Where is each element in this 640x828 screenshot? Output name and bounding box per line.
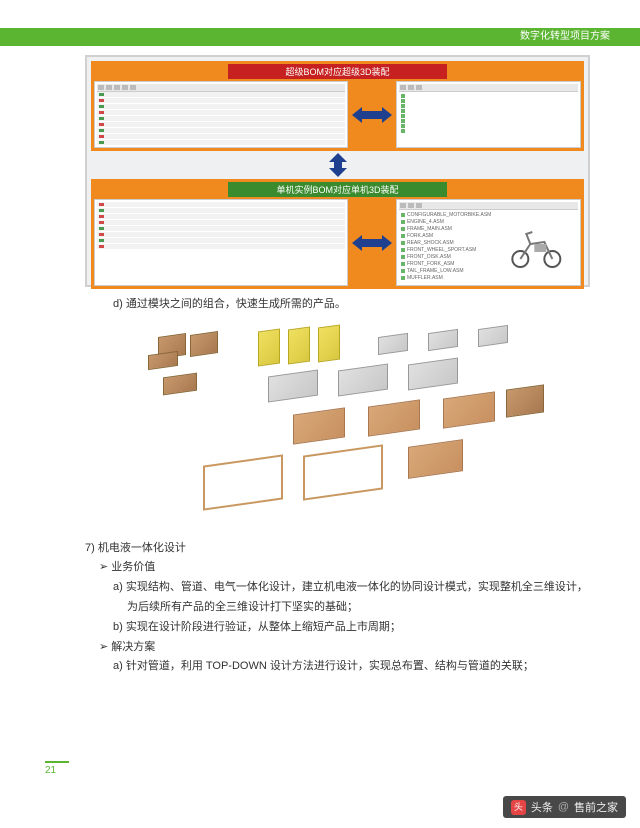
section-7: 7) 机电液一体化设计 业务价值 a) 实现结构、管道、电气一体化设计，建立机电… <box>85 539 590 678</box>
tree-panel <box>396 81 581 148</box>
watermark: 头 头条 @ 售前之家 <box>503 796 626 818</box>
module-block <box>148 351 178 370</box>
watermark-icon: 头 <box>511 800 526 815</box>
super-bom-panels <box>94 81 581 148</box>
watermark-name: 售前之家 <box>574 799 618 815</box>
page-number: 21 <box>45 761 69 776</box>
item-d-text: 通过模块之间的组合，快速生成所需的产品。 <box>126 298 346 310</box>
panel-toolbar <box>399 202 578 210</box>
robot-block <box>288 326 310 364</box>
station-block <box>408 357 458 390</box>
station-block <box>478 325 508 347</box>
header-title: 数字化转型项目方案 <box>520 31 610 42</box>
vertical-arrow-icon <box>91 153 584 177</box>
workcell-block <box>506 384 544 417</box>
workcell-block <box>293 407 345 444</box>
motorcycle-icon <box>495 224 578 269</box>
horizontal-arrow-icon <box>350 199 394 286</box>
assembly-panel: CONFIGURABLE_MOTORBIKE.ASM ENGINE_4.ASM … <box>396 199 581 286</box>
frame-block <box>203 454 283 510</box>
station-block <box>378 333 408 355</box>
bom-diagram: 超级BOM对应超级3D装配 <box>85 55 590 287</box>
watermark-at: @ <box>558 801 569 813</box>
assembly-diagram <box>85 320 590 525</box>
horizontal-arrow-icon <box>350 81 394 148</box>
super-bom-box: 超级BOM对应超级3D装配 <box>91 61 584 151</box>
station-block <box>268 369 318 402</box>
bom-table-panel <box>94 81 348 148</box>
header-bar: 数字化转型项目方案 <box>0 28 640 46</box>
panel-toolbar <box>399 84 578 92</box>
table-rows <box>97 202 345 283</box>
asm-tree <box>399 92 578 135</box>
business-value-label: 业务价值 <box>85 558 590 578</box>
panel-split: CONFIGURABLE_MOTORBIKE.ASM ENGINE_4.ASM … <box>399 210 578 283</box>
item-d: d) 通过模块之间的组合，快速生成所需的产品。 <box>85 295 590 314</box>
frame-block <box>303 444 383 500</box>
solution-label: 解决方案 <box>85 638 590 658</box>
value-item-a: a) 实现结构、管道、电气一体化设计，建立机电液一体化的协同设计模式，实现整机全… <box>85 578 590 618</box>
solution-item-a: a) 针对管道，利用 TOP-DOWN 设计方法进行设计，实现总布置、结构与管道… <box>85 657 590 677</box>
page-content: 超级BOM对应超级3D装配 <box>85 55 590 677</box>
section-7-heading: 7) 机电液一体化设计 <box>85 539 590 559</box>
instance-bom-panels: CONFIGURABLE_MOTORBIKE.ASM ENGINE_4.ASM … <box>94 199 581 286</box>
table-rows <box>97 92 345 145</box>
module-block <box>190 331 218 357</box>
workcell-block <box>443 391 495 428</box>
station-block <box>338 363 388 396</box>
value-item-b: b) 实现在设计阶段进行验证，从整体上缩短产品上市周期； <box>85 618 590 638</box>
workcell-block <box>408 439 463 479</box>
asm-list: CONFIGURABLE_MOTORBIKE.ASM ENGINE_4.ASM … <box>399 210 493 283</box>
robot-block <box>318 324 340 362</box>
super-bom-title: 超级BOM对应超级3D装配 <box>228 64 447 79</box>
iso-scene <box>128 325 548 520</box>
instance-table-panel <box>94 199 348 286</box>
panel-toolbar <box>97 84 345 92</box>
station-block <box>428 329 458 351</box>
workcell-block <box>368 399 420 436</box>
watermark-label: 头条 <box>531 799 553 815</box>
item-d-label: d) <box>113 298 123 310</box>
instance-bom-box: 单机实例BOM对应单机3D装配 CONFIGURABL <box>91 179 584 289</box>
instance-bom-title: 单机实例BOM对应单机3D装配 <box>228 182 447 197</box>
robot-block <box>258 328 280 366</box>
module-block <box>163 372 197 395</box>
